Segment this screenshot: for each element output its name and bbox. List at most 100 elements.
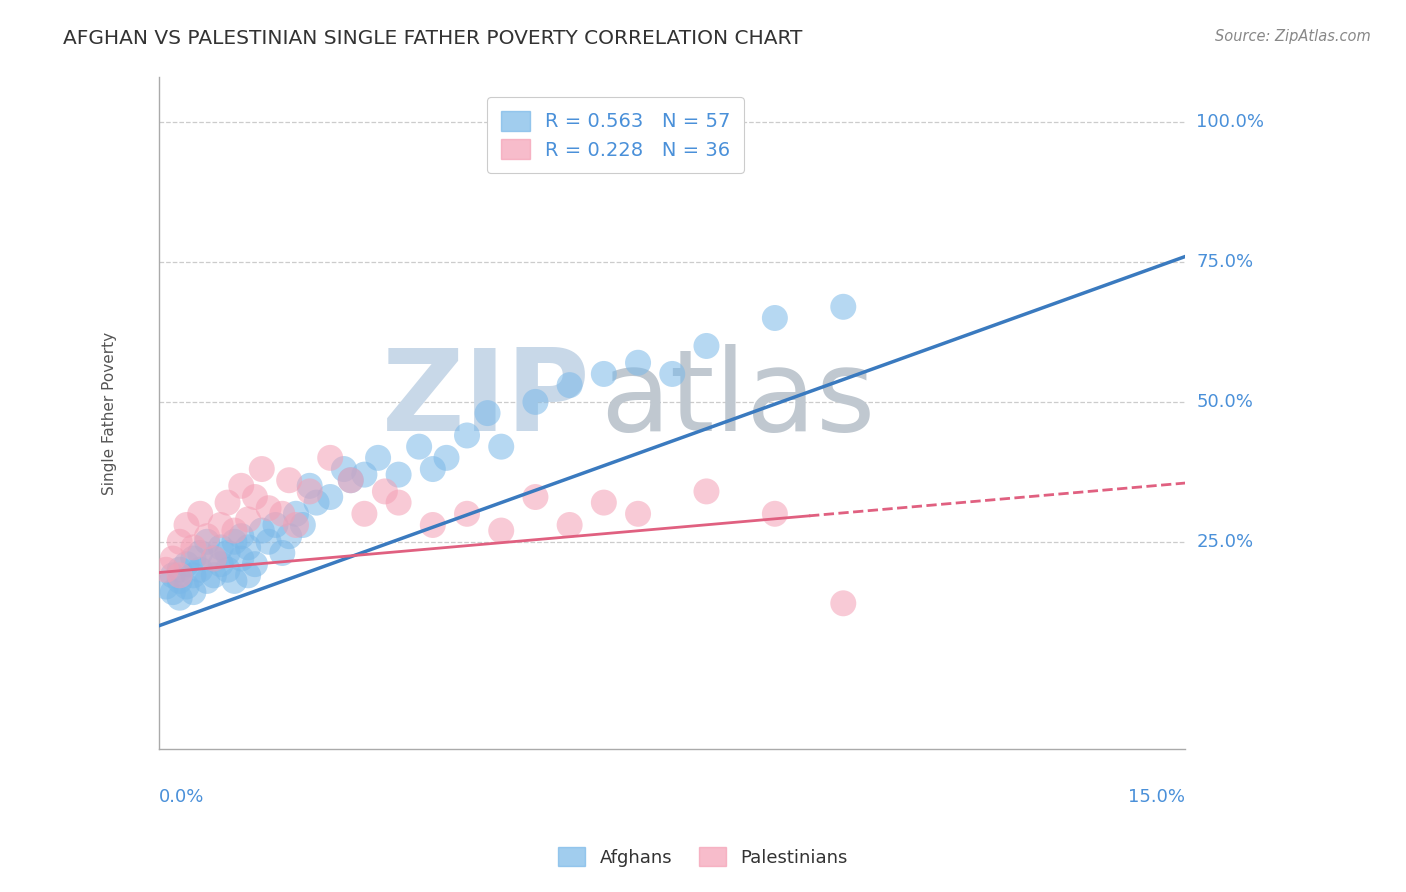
Point xyxy=(169,568,191,582)
Point xyxy=(236,541,259,555)
Point xyxy=(257,501,280,516)
Point xyxy=(388,495,411,509)
Text: 0.0%: 0.0% xyxy=(159,788,204,805)
Legend: R = 0.563   N = 57, R = 0.228   N = 36: R = 0.563 N = 57, R = 0.228 N = 36 xyxy=(486,97,744,173)
Point xyxy=(763,310,786,325)
Point xyxy=(524,395,547,409)
Point xyxy=(195,574,218,588)
Point xyxy=(436,450,458,465)
Point xyxy=(422,518,444,533)
Point xyxy=(558,378,581,392)
Point xyxy=(236,512,259,526)
Point xyxy=(202,568,225,582)
Point xyxy=(231,479,253,493)
Point xyxy=(832,596,855,610)
Point xyxy=(319,450,342,465)
Point xyxy=(202,551,225,566)
Point xyxy=(176,580,198,594)
Point xyxy=(422,462,444,476)
Point xyxy=(169,574,191,588)
Point xyxy=(162,568,184,582)
Point xyxy=(661,367,683,381)
Point xyxy=(627,507,650,521)
Point xyxy=(353,467,375,482)
Point xyxy=(250,524,273,538)
Text: 50.0%: 50.0% xyxy=(1197,392,1253,411)
Point xyxy=(291,518,314,533)
Point xyxy=(236,568,259,582)
Text: ZIP: ZIP xyxy=(381,344,591,455)
Point xyxy=(243,490,266,504)
Point xyxy=(374,484,396,499)
Point xyxy=(224,534,246,549)
Point xyxy=(155,563,177,577)
Point xyxy=(188,507,211,521)
Point xyxy=(367,450,389,465)
Point xyxy=(195,529,218,543)
Point xyxy=(456,507,478,521)
Text: Source: ZipAtlas.com: Source: ZipAtlas.com xyxy=(1215,29,1371,44)
Point xyxy=(524,490,547,504)
Point xyxy=(155,580,177,594)
Point xyxy=(202,551,225,566)
Point xyxy=(763,507,786,521)
Point xyxy=(188,546,211,560)
Point xyxy=(209,518,232,533)
Point xyxy=(257,534,280,549)
Point xyxy=(298,484,321,499)
Point xyxy=(388,467,411,482)
Point xyxy=(264,518,287,533)
Point xyxy=(217,495,239,509)
Point xyxy=(592,495,614,509)
Point xyxy=(489,524,512,538)
Point xyxy=(224,524,246,538)
Point xyxy=(278,529,301,543)
Point xyxy=(231,551,253,566)
Point xyxy=(592,367,614,381)
Point xyxy=(195,534,218,549)
Point xyxy=(285,518,308,533)
Point xyxy=(456,428,478,442)
Point xyxy=(188,563,211,577)
Point xyxy=(319,490,342,504)
Point xyxy=(695,339,717,353)
Text: 75.0%: 75.0% xyxy=(1197,253,1254,271)
Point xyxy=(250,462,273,476)
Point xyxy=(489,440,512,454)
Point xyxy=(339,473,361,487)
Point xyxy=(209,541,232,555)
Text: 15.0%: 15.0% xyxy=(1129,788,1185,805)
Text: Single Father Poverty: Single Father Poverty xyxy=(103,332,118,495)
Point xyxy=(333,462,356,476)
Point xyxy=(217,546,239,560)
Point xyxy=(183,541,205,555)
Point xyxy=(695,484,717,499)
Point xyxy=(176,557,198,571)
Point xyxy=(832,300,855,314)
Point xyxy=(162,585,184,599)
Point xyxy=(224,574,246,588)
Point xyxy=(477,406,499,420)
Point xyxy=(298,479,321,493)
Point xyxy=(217,563,239,577)
Point xyxy=(183,551,205,566)
Point xyxy=(271,507,294,521)
Legend: Afghans, Palestinians: Afghans, Palestinians xyxy=(551,840,855,874)
Text: 100.0%: 100.0% xyxy=(1197,113,1264,131)
Text: 25.0%: 25.0% xyxy=(1197,533,1254,550)
Point xyxy=(305,495,328,509)
Text: atlas: atlas xyxy=(600,344,876,455)
Point xyxy=(627,356,650,370)
Point xyxy=(183,568,205,582)
Text: AFGHAN VS PALESTINIAN SINGLE FATHER POVERTY CORRELATION CHART: AFGHAN VS PALESTINIAN SINGLE FATHER POVE… xyxy=(63,29,803,47)
Point xyxy=(339,473,361,487)
Point xyxy=(162,551,184,566)
Point xyxy=(558,518,581,533)
Point xyxy=(183,585,205,599)
Point xyxy=(169,534,191,549)
Point xyxy=(408,440,430,454)
Point xyxy=(271,546,294,560)
Point xyxy=(169,591,191,605)
Point xyxy=(243,557,266,571)
Point xyxy=(209,557,232,571)
